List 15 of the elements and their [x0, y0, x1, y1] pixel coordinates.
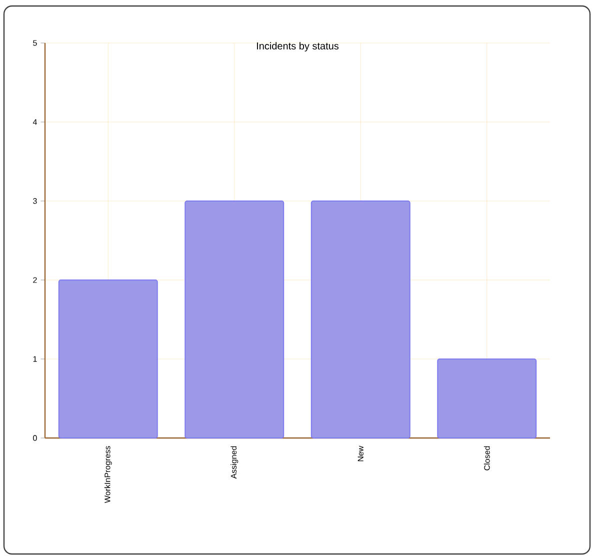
bar — [184, 200, 284, 438]
y-tick-label: 0 — [33, 435, 37, 441]
x-tick-label: WorkInProgress — [104, 446, 112, 503]
x-tick-label: Closed — [484, 446, 490, 470]
x-tick-label: New — [358, 446, 364, 462]
y-tick-label: 1 — [33, 356, 37, 362]
bar — [58, 279, 158, 438]
chart-title: Incidents by status — [257, 42, 339, 52]
x-tick-label: Assigned — [230, 446, 238, 479]
y-tick-label: 5 — [33, 40, 37, 46]
bar — [310, 200, 410, 438]
y-tick-label: 3 — [33, 198, 37, 204]
y-tick-label: 4 — [32, 119, 37, 125]
bar — [437, 358, 537, 438]
y-tick-label: 2 — [33, 277, 37, 283]
